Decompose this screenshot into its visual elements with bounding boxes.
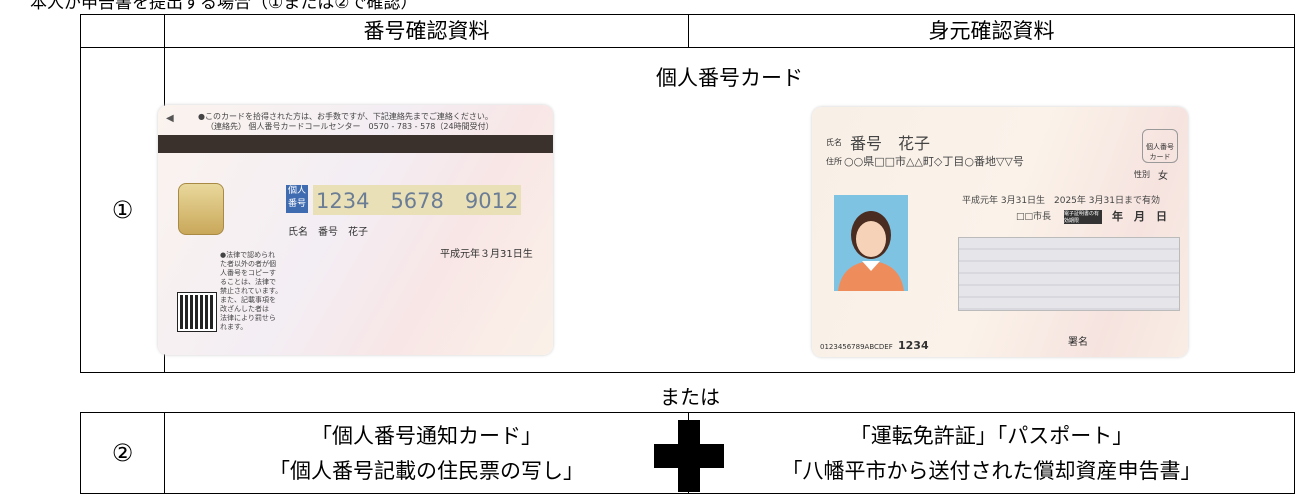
card-text: 電子証明書の有効期限: [1064, 210, 1102, 224]
legal-line: 禁止されています。: [220, 287, 283, 295]
arrow-icon: ◀: [166, 113, 174, 124]
card-text: ○○県□□市△△町◇丁目○番地▽▽号: [844, 155, 1024, 168]
or-text: または: [660, 385, 720, 409]
card-name: 氏名 番号 花子: [288, 227, 368, 238]
legal-line: 人番号をコピーす: [220, 269, 276, 277]
legal-line: また、記載事項を: [220, 296, 276, 304]
legal-line: ●法律で認められ: [220, 251, 276, 259]
card-text: 年 月 日: [1112, 210, 1167, 223]
number-label: 個人番号: [286, 185, 308, 213]
option-line: 「運転免許証」「パスポート」: [849, 424, 1134, 448]
card-text: 2025年 3月31日まで有効: [1054, 196, 1160, 206]
qr-code: [177, 292, 217, 332]
option-cell: 「運転免許証」「パスポート」 「八幡平市から送付された償却資産申告書」: [688, 412, 1295, 494]
header-cell: 番号確認資料: [164, 14, 689, 48]
card-badge: 個人番号カード: [1142, 129, 1178, 163]
option-text: 「個人番号通知カード」 「個人番号記載の住民票の写し」: [165, 419, 688, 489]
card-text: ●このカードを拾得された方は、お手数ですが、下記連絡先までご連絡ください。: [198, 112, 493, 121]
plus-icon: [654, 420, 724, 492]
card-text: 0123456789ABCDEF: [820, 343, 893, 351]
row-number: ①: [80, 47, 165, 373]
card-text: 1234: [898, 339, 929, 352]
card-text: 性別: [1134, 170, 1150, 179]
card-number: 1234 5678 9012: [313, 185, 522, 215]
card-birth: 平成元年３月31日生: [440, 249, 533, 260]
header-cell: 身元確認資料: [688, 14, 1295, 48]
card-text: 平成元年 3月31日生: [962, 196, 1046, 206]
legal-line: た者以外の者が個: [220, 260, 276, 268]
magnetic-stripe: [158, 135, 553, 153]
card-text: 署名: [1068, 337, 1088, 348]
card-text: 番号 花子: [850, 134, 931, 153]
option-line: 「個人番号記載の住民票の写し」: [269, 459, 584, 483]
photo: [834, 195, 908, 291]
card-text: 女: [1158, 171, 1168, 182]
option-text: 「運転免許証」「パスポート」 「八幡平市から送付された償却資産申告書」: [689, 419, 1294, 489]
legal-line: 法律により罰せら: [220, 314, 276, 322]
option-cell: 「個人番号通知カード」 「個人番号記載の住民票の写し」: [164, 412, 689, 494]
signature-area: [958, 237, 1180, 311]
row-title: 個人番号カード: [656, 66, 803, 90]
card-text: （連絡先） 個人番号カードコールセンター 0570 - 783 - 578（24…: [206, 122, 494, 131]
legal-line: ることは、法律で: [220, 278, 276, 286]
ic-chip: [178, 183, 224, 235]
option-line: 「個人番号通知カード」: [311, 424, 542, 448]
card-text: 住所: [826, 157, 842, 166]
card-back: ●このカードを拾得された方は、お手数ですが、下記連絡先までご連絡ください。 （連…: [158, 105, 553, 355]
legal-line: れます。: [220, 323, 248, 331]
heading: 本人が申告書を提出する場合（①または②で確認）: [30, 0, 418, 13]
card-front: 氏名 番号 花子 住所 ○○県□□市△△町◇丁目○番地▽▽号 個人番号カード 性…: [812, 107, 1188, 357]
legal-text: ●法律で認められ た者以外の者が個 人番号をコピーす ることは、法律で 禁止され…: [220, 251, 282, 332]
card-text: 氏名: [826, 138, 842, 147]
option-line: 「八幡平市から送付された償却資産申告書」: [781, 459, 1202, 483]
legal-line: 改ざんした者は: [220, 305, 269, 313]
card-text: □□市長: [1016, 212, 1052, 222]
row-number: ②: [80, 412, 165, 494]
corner-cell: [80, 14, 165, 48]
